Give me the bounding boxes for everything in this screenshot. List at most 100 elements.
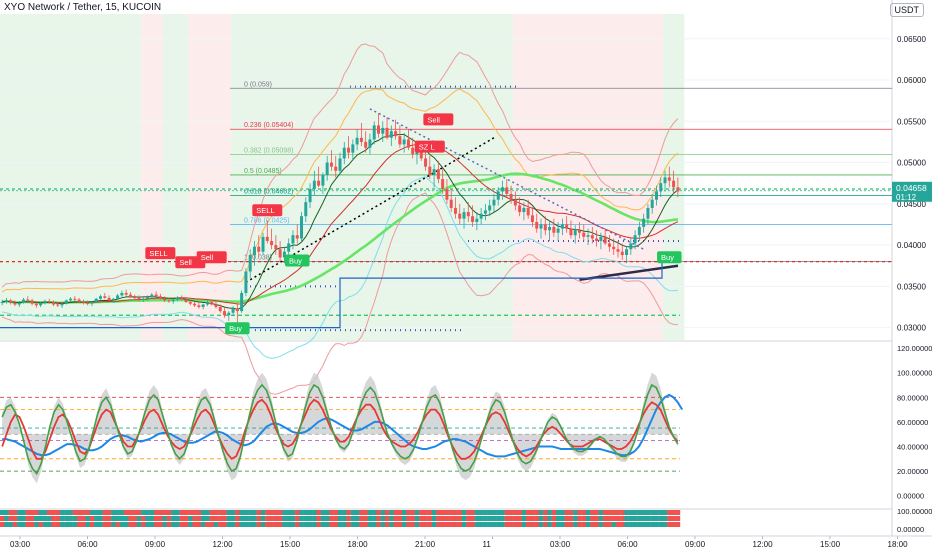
candle-body [22,299,26,303]
strip-cell [637,522,642,527]
strip-cell [166,510,172,515]
candle-body [99,296,102,299]
strip-cell [530,516,535,521]
strip-cell [363,522,368,527]
strip-cell [269,522,274,527]
candle-body [163,298,167,301]
strip-cell [594,522,599,527]
strip-cell [34,522,39,527]
strip-cell [440,516,445,521]
strip-cell [389,522,394,527]
strip-cell [72,522,78,527]
strip-cell [453,516,458,521]
strip-cell [650,522,655,527]
candle-body [590,235,594,239]
strip-cell [620,510,625,515]
strip-cell [333,510,339,515]
strip-cell [564,516,570,521]
strip-cell [402,522,407,527]
strip-cell [218,522,223,527]
strip-cell [526,522,531,527]
strip-cell [312,510,317,515]
strip-cell [560,510,565,515]
strip-cell [585,516,591,521]
strip-cell [230,516,236,521]
strip-cell [256,510,262,515]
strip-cell [427,522,433,527]
strip-cell [4,510,9,515]
strip-cell [658,522,664,527]
strip-cell [98,516,103,521]
candle-body [672,180,676,188]
strip-cell [598,510,604,515]
strip-cell [342,516,347,521]
strip-cell [577,510,582,515]
strip-cell [538,510,544,515]
fib-label: 0.236 (0.05404) [244,122,293,129]
strip-cell [124,522,129,527]
strip-cell [431,510,437,515]
fib-label: 0.618 (0.04602) [244,188,293,195]
strip-cell [106,516,112,521]
candle-body [659,183,663,192]
strip-cell [269,516,274,521]
strip-cell [615,522,621,527]
outer-upper-band [1,43,679,288]
candle-body [282,251,286,258]
strip-cell [320,510,326,515]
strip-cell [260,516,266,521]
strip-cell [598,516,604,521]
strip-cell [376,522,381,527]
candle-body [287,243,291,252]
candle-body [629,243,633,250]
strip-cell [547,522,552,527]
candle-body [111,298,115,301]
candle-body [650,199,654,208]
candle-body [389,131,393,138]
strip-cell [667,516,672,521]
strip-cell [389,516,394,521]
strip-cell [573,522,578,527]
trend-line-down [369,108,644,250]
strip-cell [607,516,612,521]
strip-cell [632,522,638,527]
strip-cell [384,516,390,521]
y-tick-label: 0.05500 [897,117,926,126]
strip-cell [641,516,646,521]
strip-cell [111,510,116,515]
strip-cell [521,522,527,527]
oscillator-y-tick-label: 0.00000 [897,492,924,501]
strip-cell [47,510,52,515]
strip-cell [466,522,471,527]
strip-cell [423,516,428,521]
strip-cell [166,522,172,527]
strip-cell [419,510,424,515]
candle-body [51,302,55,305]
strip-cell [654,522,659,527]
candle-body [0,302,4,304]
strip-cell [671,522,676,527]
candle-body [509,193,513,200]
strip-cell [380,516,386,521]
strip-cell [205,522,210,527]
candle-body [69,298,73,301]
strip-cell [470,510,475,515]
candle-body [158,296,162,299]
x-tick-label: 09:00 [145,540,166,549]
candle-body [116,295,120,299]
signal-badge [196,251,227,264]
strip-cell [64,510,69,515]
strip-cell [645,522,651,527]
strip-cell [453,522,458,527]
countdown-label: 01:12 [896,193,917,202]
strip-cell [115,510,120,515]
strip-cell [611,510,617,515]
oscillator-y-tick-label: 40.00000 [897,443,928,452]
candle-body [321,174,325,186]
signal-badge [252,204,283,217]
candle-body [428,166,432,175]
strip-cell [641,522,646,527]
candle-body [595,238,599,241]
strip-cell [141,510,146,515]
currency-button[interactable]: USDT [889,3,924,17]
